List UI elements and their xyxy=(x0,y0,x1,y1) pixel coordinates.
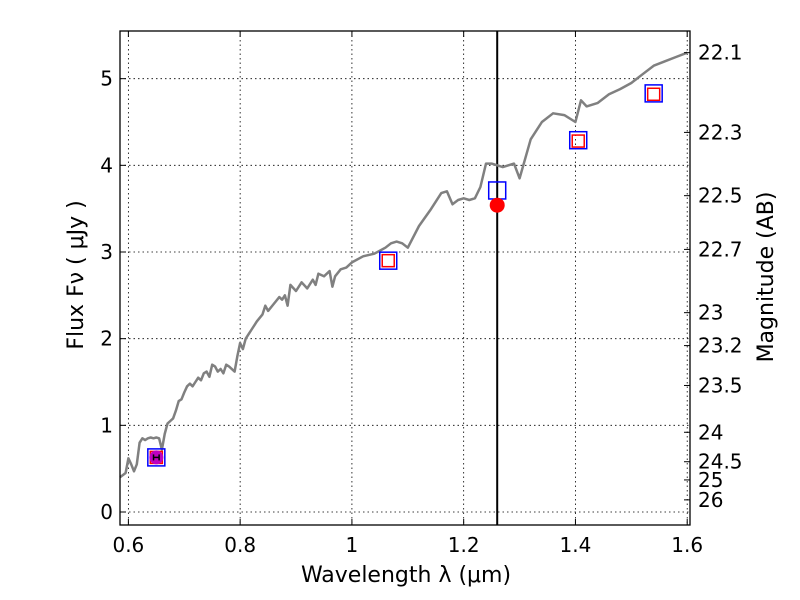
y-tick-label: 4 xyxy=(100,153,113,177)
right-tick-label: 23.5 xyxy=(698,373,743,397)
x-tick-labels: 0.6 0.8 1 1.2 1.4 1.6 xyxy=(112,533,703,557)
right-tick-label: 24 xyxy=(698,420,723,444)
y-tick-label: 3 xyxy=(100,240,113,264)
x-axis-label: Wavelength λ (μm) xyxy=(301,563,511,588)
blue-square-marker xyxy=(147,448,166,467)
right-tick-label: 22.5 xyxy=(698,184,743,208)
spectrum-line xyxy=(119,51,688,479)
right-tick-label: 22.7 xyxy=(698,237,743,261)
blue-square-marker xyxy=(644,84,663,103)
x-tick-label: 1.6 xyxy=(671,533,703,557)
y-tick-label: 1 xyxy=(100,413,113,437)
red-circle-marker xyxy=(489,197,505,213)
grid-lines xyxy=(120,31,690,525)
plot-frame xyxy=(119,30,691,526)
right-tick-label: 26 xyxy=(698,488,723,512)
blue-square-marker xyxy=(378,251,398,270)
axis-ticks xyxy=(120,31,690,525)
x-tick-label: 1 xyxy=(346,533,359,557)
blue-square-marker xyxy=(568,130,588,150)
right-tick-label: 24.5 xyxy=(698,450,743,474)
right-tick-label: 23.2 xyxy=(698,334,743,358)
red-square-marker xyxy=(571,134,585,148)
red-square-marker xyxy=(646,87,661,102)
right-tick-label: 22.1 xyxy=(698,41,743,65)
spectrum-layer xyxy=(119,51,688,479)
x-tick-label: 1.2 xyxy=(448,533,480,557)
red-square-marker xyxy=(381,253,395,268)
y-tick-labels: 0 1 2 3 4 5 xyxy=(100,67,113,524)
right-tick-label: 22.3 xyxy=(698,120,743,144)
right-tick-label: 25 xyxy=(698,468,723,492)
y-tick-label: 2 xyxy=(100,327,113,351)
y-axis-label: Flux Fν ( μJy ) xyxy=(64,200,89,349)
x-tick-label: 0.8 xyxy=(224,533,256,557)
y-tick-label: 5 xyxy=(100,67,113,91)
photometry-markers xyxy=(147,84,663,467)
right-axis-label: Magnitude (AB) xyxy=(754,192,779,363)
y-tick-label: 0 xyxy=(100,500,113,524)
x-tick-label: 1.4 xyxy=(560,533,592,557)
x-tick-label: 0.6 xyxy=(112,533,144,557)
right-tick-label: 23 xyxy=(698,301,723,325)
